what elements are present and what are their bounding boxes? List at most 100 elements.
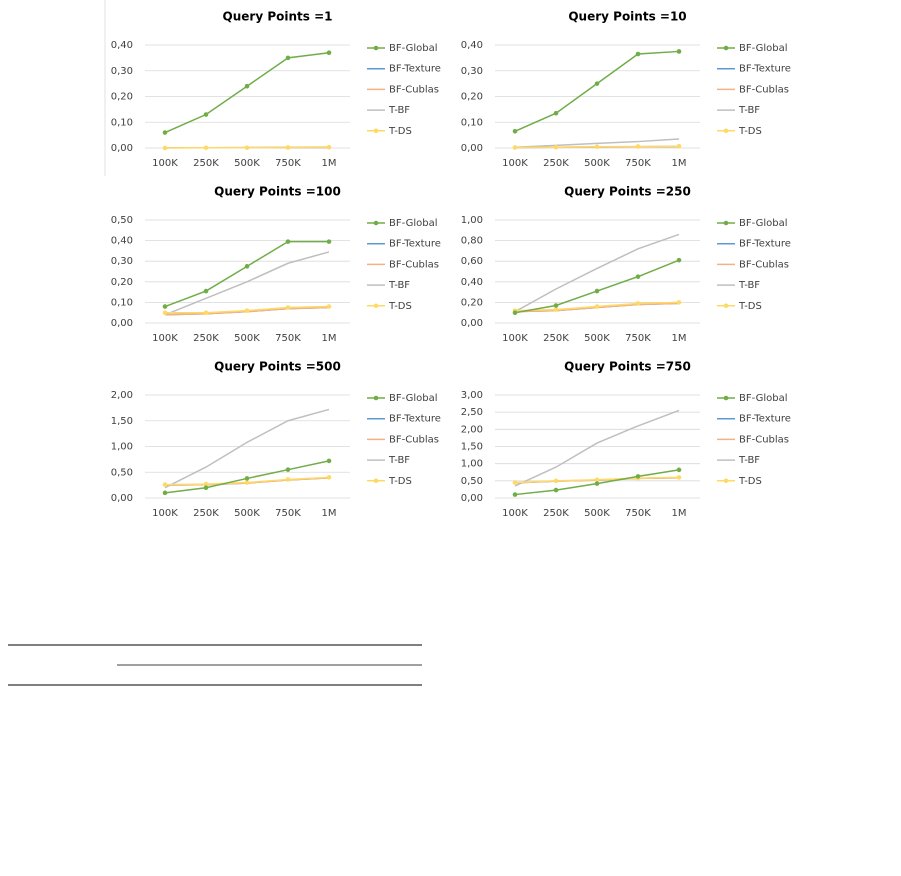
point: [553, 303, 559, 308]
x-tick-label: 1M: [672, 158, 687, 169]
legend-label: BF-Cublas: [389, 434, 439, 445]
point: [512, 310, 518, 316]
point: [285, 467, 291, 472]
legend-label: BF-Cublas: [739, 84, 789, 95]
legend-label: T-DS: [388, 126, 412, 137]
legend-marker: [723, 220, 729, 226]
x-tick-label: 500K: [584, 333, 610, 344]
y-tick-label: 0,00: [111, 318, 133, 329]
legend-marker: [723, 303, 729, 309]
point: [676, 143, 682, 149]
point: [676, 467, 682, 473]
point: [594, 144, 600, 150]
chart-title: Query Points =100: [214, 185, 341, 199]
y-tick-label: 2,00: [461, 424, 483, 435]
y-tick-label: 0,50: [111, 215, 133, 226]
x-tick-label: 250K: [193, 158, 219, 169]
y-tick-label: 0,80: [461, 236, 483, 247]
point: [244, 308, 250, 313]
point: [244, 145, 250, 151]
legend-label: BF-Global: [739, 393, 788, 404]
x-tick-label: 100K: [152, 333, 178, 344]
x-tick-label: 500K: [584, 508, 610, 519]
point: [553, 478, 559, 484]
y-tick-label: 0,50: [111, 467, 133, 478]
legend-label: BF-Cublas: [389, 259, 439, 270]
legend-marker: [723, 128, 729, 134]
point: [203, 288, 209, 294]
y-tick-label: 0,20: [461, 92, 483, 103]
point: [594, 81, 600, 86]
legend-label: T-BF: [388, 105, 410, 116]
series-line: [514, 409, 680, 487]
point: [553, 487, 559, 493]
y-tick-label: 0,10: [111, 297, 133, 308]
x-tick-label: 1M: [672, 333, 687, 344]
y-tick-label: 0,00: [111, 493, 133, 504]
point: [326, 304, 332, 309]
legend-marker: [373, 45, 379, 51]
legend-label: BF-Global: [389, 43, 438, 54]
x-tick-label: 750K: [275, 508, 301, 519]
y-tick-label: 0,00: [461, 493, 483, 504]
x-tick-label: 500K: [234, 333, 260, 344]
point: [285, 305, 291, 310]
point: [676, 475, 682, 480]
point: [244, 83, 250, 89]
point: [635, 274, 641, 279]
chart-title: Query Points =10: [568, 10, 686, 24]
point: [635, 474, 641, 479]
legend-label: BF-Global: [739, 218, 788, 229]
y-tick-label: 0,30: [111, 66, 133, 77]
point: [162, 490, 168, 496]
legend-marker: [723, 45, 729, 51]
legend-label: BF-Texture: [739, 239, 791, 250]
point: [635, 301, 641, 306]
y-tick-label: 0,00: [111, 143, 133, 154]
y-tick-label: 3,00: [461, 390, 483, 401]
legend-label: T-DS: [388, 476, 412, 487]
x-tick-label: 500K: [234, 158, 260, 169]
y-tick-label: 0,30: [461, 66, 483, 77]
y-tick-label: 0,20: [111, 277, 133, 288]
point: [244, 264, 250, 269]
y-tick-label: 2,50: [461, 407, 483, 418]
series-line: [514, 233, 680, 313]
point: [162, 310, 168, 316]
point: [676, 300, 682, 305]
y-tick-label: 1,50: [111, 416, 133, 427]
x-tick-label: 100K: [152, 158, 178, 169]
y-tick-label: 0,40: [111, 236, 133, 247]
legend-label: BF-Cublas: [739, 434, 789, 445]
legend-label: T-DS: [388, 301, 412, 312]
point: [162, 304, 168, 309]
y-tick-label: 0,30: [111, 256, 133, 267]
point: [676, 49, 682, 54]
point: [326, 50, 332, 56]
chart-title: Query Points =500: [214, 360, 341, 374]
point: [635, 51, 641, 57]
x-tick-label: 750K: [275, 158, 301, 169]
series-line: [514, 138, 680, 148]
point: [244, 480, 250, 485]
x-tick-label: 750K: [275, 333, 301, 344]
y-tick-label: 1,00: [461, 459, 483, 470]
y-tick-label: 0,60: [461, 256, 483, 267]
legend-label: BF-Texture: [389, 414, 441, 425]
point: [326, 475, 332, 480]
point: [285, 477, 291, 482]
y-tick-label: 0,00: [461, 318, 483, 329]
series-line: [164, 408, 330, 489]
y-tick-label: 0,40: [461, 277, 483, 288]
x-tick-label: 1M: [672, 508, 687, 519]
legend-marker: [723, 395, 729, 401]
point: [594, 477, 600, 483]
x-tick-label: 1M: [322, 508, 337, 519]
y-tick-label: 1,00: [461, 215, 483, 226]
legend-label: BF-Cublas: [739, 259, 789, 270]
legend-marker: [373, 220, 379, 226]
point: [512, 492, 518, 497]
point: [203, 310, 209, 316]
x-tick-label: 250K: [543, 158, 569, 169]
